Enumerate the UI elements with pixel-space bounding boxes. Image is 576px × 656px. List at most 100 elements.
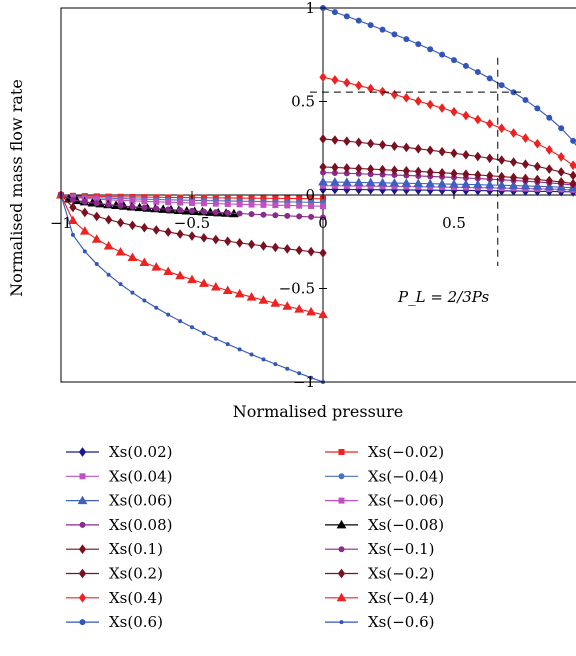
marker-diamond [426,167,434,177]
marker-dot [261,357,266,362]
marker-diamond [498,123,506,134]
marker-triangle [199,278,209,287]
marker-circle [308,213,315,220]
marker-triangle [365,177,376,187]
marker-square [236,201,243,208]
marker-dot [142,298,147,303]
marker-square [338,497,345,504]
y-tick-label: −1 [293,373,315,391]
marker-dot [273,362,278,367]
marker-diamond [450,148,458,159]
marker-dot [190,325,194,330]
marker-dot [285,366,290,371]
marker-diamond [331,75,339,85]
marker-triangle [210,281,221,291]
marker-triangle [472,179,483,189]
legend: Xs(0.02) Xs(0.04) Xs(0.06) Xs(0.08) Xs(0.1) X… [66,443,444,631]
marker-diamond [355,163,363,174]
y-tick-label: 0.5 [291,93,315,111]
marker-diamond [521,159,530,170]
marker-diamond [426,99,434,110]
legend-label: Xs(0.6) [109,613,163,631]
marker-circle [379,26,386,33]
marker-diamond [93,211,101,222]
marker-diamond [533,138,541,149]
marker-circle [141,204,148,211]
marker-dot [94,262,99,267]
marker-diamond [545,175,553,186]
marker-triangle [425,178,436,188]
legend-item: Xs(−0.04) [325,467,444,485]
marker-diamond [355,137,363,148]
marker-diamond [331,162,339,173]
marker-triangle [520,180,531,190]
marker-diamond [319,134,327,144]
marker-circle [367,22,374,29]
marker-circle [486,75,493,82]
legend-label: Xs(0.2) [109,565,163,583]
marker-triangle [330,177,340,186]
marker-triangle [401,178,412,187]
marker-triangle [484,179,495,189]
legend-label: Xs(−0.02) [368,443,444,461]
marker-diamond [545,164,553,174]
legend-label: Xs(−0.6) [368,613,435,631]
marker-circle [558,125,565,132]
marker-diamond [200,232,208,243]
legend-item: Xs(0.04) [66,467,172,485]
marker-circle [474,68,481,75]
marker-diamond [450,106,458,117]
x-tick-label: −0.5 [174,214,210,232]
marker-diamond [462,110,470,121]
marker-triangle [449,179,459,188]
marker-diamond [319,248,327,258]
annotation-layer: P_L = 2/3Ps [309,57,522,306]
marker-circle [415,41,422,48]
legend-item: Xs(−0.2) [325,565,435,583]
marker-diamond [378,164,387,175]
marker-square [308,202,315,209]
marker-circle [69,196,76,203]
legend-item: Xs(−0.6) [325,613,435,631]
legend-label: Xs(−0.4) [368,589,435,607]
ticks-layer: −1 −0.5 0 0.5 1 0.5 0 −0.5 −1 [50,0,466,391]
marker-triangle [461,179,471,188]
marker-diamond [557,152,565,162]
series-7 [319,72,576,171]
marker-triangle [222,285,233,294]
marker-circle [129,203,136,210]
marker-circle [331,9,338,16]
marker-triangle [496,180,507,189]
marker-dot [339,620,344,625]
marker-diamond [78,592,87,603]
marker-diamond [450,168,458,179]
marker-triangle [318,176,328,186]
marker-diamond [164,227,172,237]
marker-diamond [521,133,530,143]
marker-diamond [319,72,327,83]
y-axis-title: Normalised mass flow rate [7,79,26,297]
marker-dot [225,342,230,347]
marker-diamond [509,128,518,138]
marker-circle [189,207,195,214]
marker-diamond [486,118,494,129]
marker-diamond [402,166,410,176]
marker-diamond [414,96,422,106]
marker-diamond [212,234,220,245]
y-tick-label: 1 [305,0,315,17]
legend-item: Xs(0.08) [66,516,172,534]
marker-diamond [247,239,256,250]
marker-diamond [236,238,244,248]
marker-diamond [176,229,184,239]
marker-circle [236,210,243,217]
marker-triangle [234,288,245,298]
marker-diamond [367,83,375,94]
marker-dot [82,249,87,254]
legend-label: Xs(0.08) [109,516,172,534]
marker-diamond [498,155,506,165]
marker-diamond [438,103,446,113]
legend-item: Xs(0.6) [66,613,163,631]
marker-triangle [77,495,88,505]
marker-diamond [343,77,351,88]
marker-dot [130,290,135,295]
